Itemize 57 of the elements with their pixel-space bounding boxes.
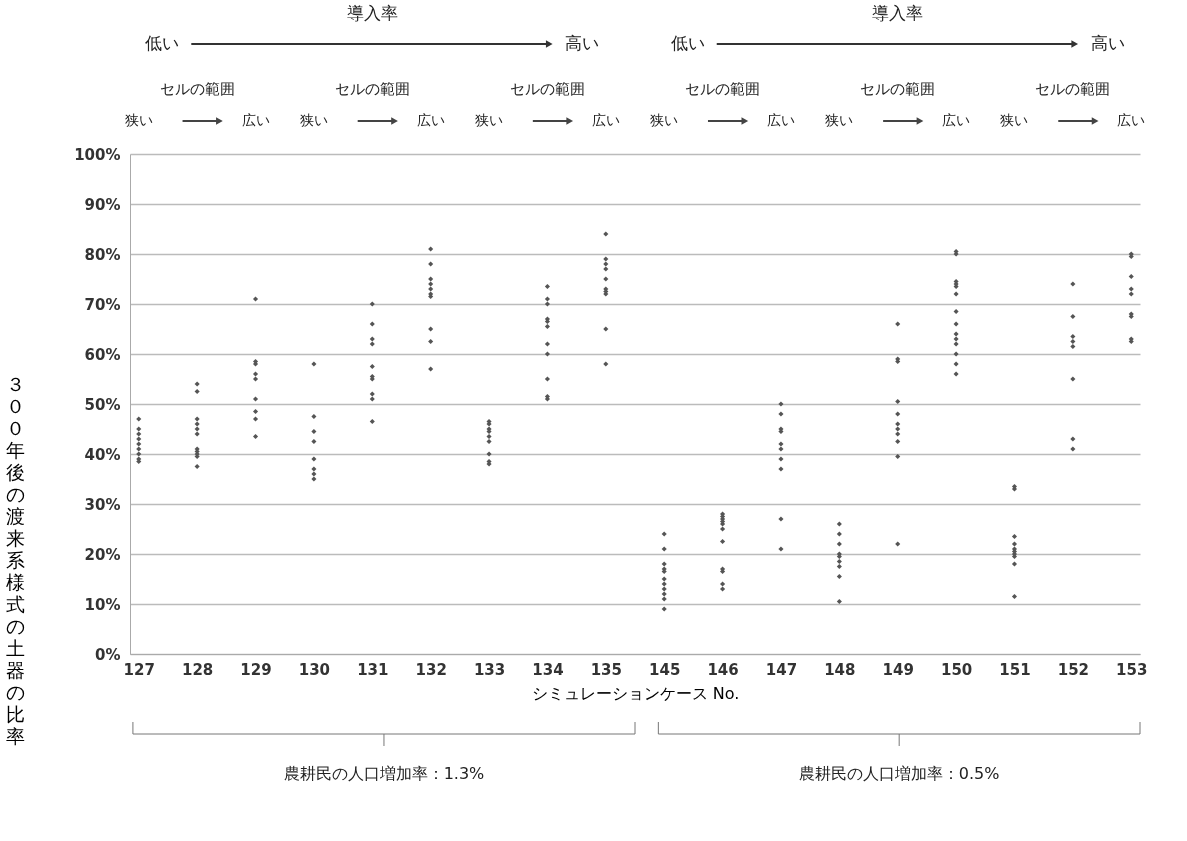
text: セルの範囲 (159, 80, 235, 98)
x-tick-label: 133 (473, 660, 506, 679)
x-tick-label: 135 (590, 660, 622, 679)
text: 狭い (299, 112, 328, 128)
y-tick-label: 10% (84, 595, 121, 614)
x-tick-label: 150 (940, 660, 973, 679)
text: セルの範囲 (860, 80, 936, 98)
x-tick-label: 149 (882, 660, 914, 679)
x-tick-label: 128 (181, 660, 214, 679)
text: 農耕民の人口増加率：0.5% (798, 764, 1000, 783)
y-tick-label: 0% (95, 645, 121, 664)
text: 農耕民の人口増加率：1.3% (283, 764, 485, 783)
text: 狭い (124, 112, 153, 128)
text: セルの範囲 (1035, 80, 1111, 98)
x-tick-label: 134 (532, 660, 564, 679)
text: ３００年後の渡来系様式の土器の比率 (6, 372, 25, 747)
text: 高い (1090, 33, 1125, 53)
y-tick-label: 50% (84, 395, 121, 414)
text: 広い (942, 112, 971, 128)
text: 導入率 (346, 3, 398, 23)
x-tick-label: 131 (357, 660, 389, 679)
y-tick-label: 60% (84, 345, 121, 364)
text: 広い (766, 112, 795, 128)
x-tick-label: 152 (1057, 660, 1090, 679)
text: 広い (1117, 112, 1146, 128)
x-tick-label: 129 (240, 660, 272, 679)
x-tick-label: 127 (123, 660, 155, 679)
y-tick-label: 90% (84, 195, 121, 214)
x-tick-label: 132 (415, 660, 447, 679)
text: 広い (241, 112, 270, 128)
text: 導入率 (872, 3, 924, 23)
text: セルの範囲 (509, 80, 585, 98)
text: 広い (591, 112, 620, 128)
text: 高い (565, 33, 600, 53)
x-tick-label: 148 (824, 660, 856, 679)
y-tick-label: 80% (84, 245, 121, 264)
text: 低い (670, 33, 705, 53)
x-tick-label: 153 (1116, 660, 1148, 679)
x-tick-label: 145 (649, 660, 681, 679)
y-tick-label: 40% (84, 445, 121, 464)
text: 低い (145, 33, 180, 53)
x-tick-label: 146 (707, 660, 739, 679)
x-axis-title: シミュレーションケース No. (531, 683, 740, 703)
text: 広い (416, 112, 445, 128)
x-tick-label: 147 (765, 660, 798, 679)
text: 狭い (1000, 112, 1029, 128)
x-tick-label: 151 (999, 660, 1031, 679)
text: セルの範囲 (685, 80, 761, 98)
y-tick-label: 30% (84, 495, 121, 514)
text: セルの範囲 (334, 80, 410, 98)
x-tick-label: 130 (298, 660, 331, 679)
text: 狭い (650, 112, 679, 128)
text: 狭い (475, 112, 504, 128)
y-tick-label: 20% (84, 545, 121, 564)
y-tick-label: 70% (84, 295, 121, 314)
y-tick-label: 100% (74, 145, 121, 164)
text: 狭い (825, 112, 854, 128)
